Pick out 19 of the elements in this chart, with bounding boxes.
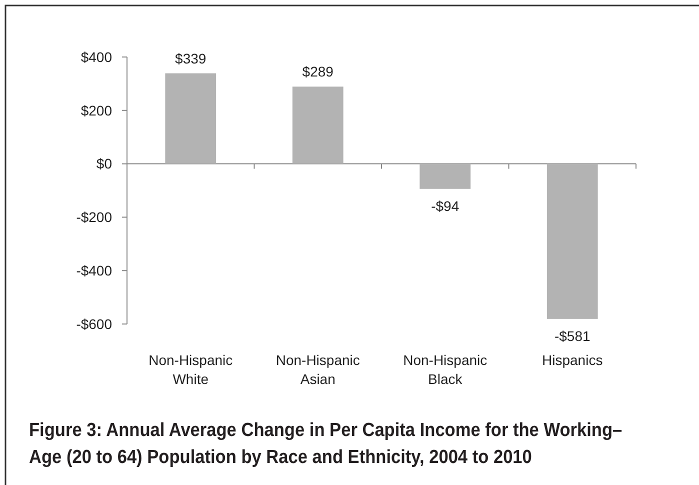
y-tick-label: $0 [96,156,112,172]
text: Figure 3: Annual Average Change in Per Capita Income for the Working–Age (20 to 64) Population by Race and Ethnicity, 2004 to 2010 [29,419,622,468]
data-label: -$581 [554,328,590,344]
bar [292,86,344,164]
data-label: $289 [302,64,334,80]
y-tick-label: -$600 [76,316,112,332]
y-tick-label: -$400 [76,262,112,278]
bar [420,164,471,189]
x-tick-label: Non-Hispanic Asian [276,352,360,387]
data-label: -$94 [431,198,460,214]
data-label: $339 [175,50,206,66]
y-tick-label: $400 [80,48,112,65]
x-tick-label: Hispanics [542,352,603,368]
y-tick-label: $200 [80,102,112,118]
bar [165,73,216,164]
x-tick-label: Non-Hispanic White [148,352,233,387]
y-tick-label: -$200 [76,209,112,226]
x-tick-label: Non-Hispanic Black [403,352,488,387]
bar [546,164,598,319]
